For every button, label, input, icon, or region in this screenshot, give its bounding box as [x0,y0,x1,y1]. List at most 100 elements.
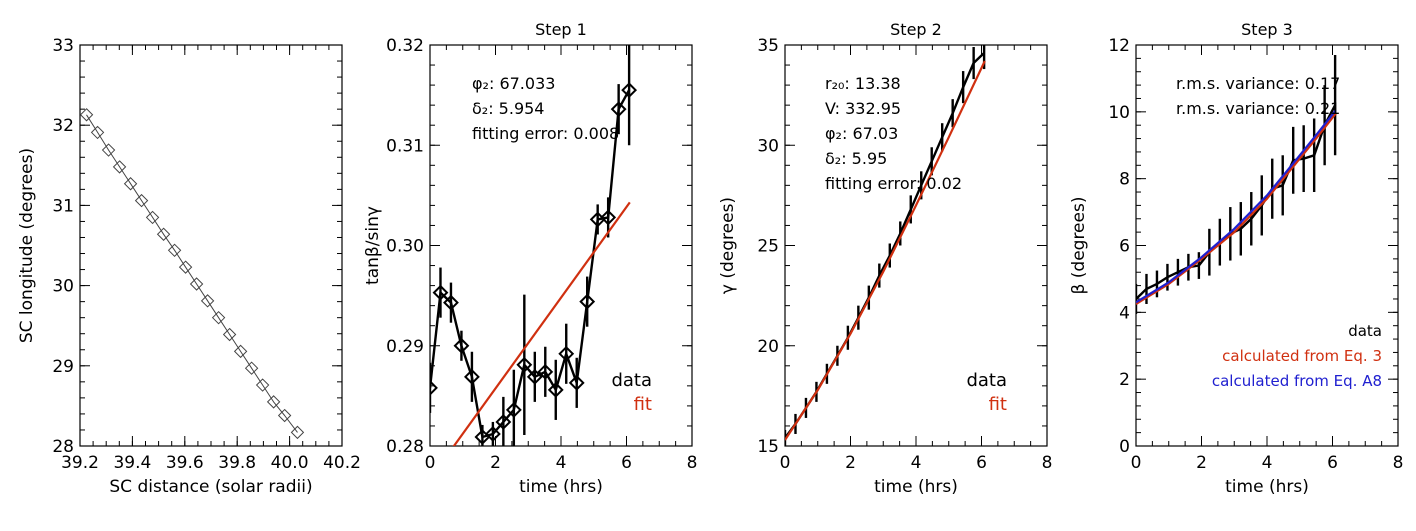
data-point [579,293,596,310]
panel-p3: 0 2 4 6 8 15 20 25 30 35 Step 2 time (hrs) γ (degree… [718,20,1052,497]
series-line-calculated-from-eq-3 [1136,112,1337,305]
variance-annotation: r.m.s. variance: 0.21 [1176,99,1340,118]
data-point [568,374,585,391]
data-layer [1136,55,1337,315]
x-tick-label: 4 [1262,453,1273,473]
y-tick-label: 0.31 [386,136,424,156]
data-point [112,160,127,174]
x-tick-label: 39.6 [166,453,204,473]
annotation-text: V: 332.95 [825,99,901,118]
y-tick-label: 35 [757,36,779,56]
x-tick-label: 8 [687,453,698,473]
y-tick-label: 6 [1119,237,1130,257]
data-point [134,193,149,208]
x-axis-label: time (hrs) [1225,477,1309,497]
y-tick-label: 0.28 [386,437,424,457]
legend-label-data: data [966,370,1007,391]
data-point [233,344,248,359]
data-point [101,143,116,157]
x-tick-label: 4 [911,453,922,473]
data-point [547,381,564,398]
y-tick-label: 28 [52,437,74,457]
series-line-fit [452,201,631,446]
x-axis-label: time (hrs) [874,477,958,497]
data-point [290,425,305,440]
y-tick-label: 12 [1108,36,1130,56]
series-line-spacecraft [86,114,298,433]
y-tick-label: 32 [52,116,74,136]
annotation-text: φ₂: 67.033 [472,74,555,93]
x-tick-label: 2 [490,453,501,473]
x-axis-label: time (hrs) [519,477,603,497]
x-tick-label: 39.2 [61,453,99,473]
x-tick-label: 4 [556,453,567,473]
y-tick-label: 0.32 [386,36,424,56]
legend-label: data [1348,322,1382,340]
x-tick-label: 6 [1327,453,1338,473]
data-point [123,177,138,191]
y-tick-label: 2 [1119,370,1130,390]
chart-title: Step 1 [535,20,587,39]
x-tick-label: 8 [1393,453,1404,473]
x-tick-label: 6 [976,453,987,473]
x-tick-label: 0 [1131,453,1142,473]
x-tick-label: 40.2 [323,453,361,473]
panel-p4: 0 2 4 6 8 0 2 4 6 8 10 12 Step 3 time (hrs) β (degrees… [1069,20,1403,497]
plot-frame [79,44,343,447]
y-tick-label: 20 [757,337,779,357]
annotation-text: fitting error: 0.008 [472,124,619,143]
x-tick-label: 0 [425,453,436,473]
data-point [453,337,470,354]
annotation-text: δ₂: 5.954 [472,99,544,118]
y-axis-label: SC longitude (degrees) [17,148,37,343]
x-tick-label: 6 [621,453,632,473]
data-point [495,414,512,430]
plot-frame [429,44,693,447]
panel-p2: 0 2 4 6 8 0.28 0.29 0.30 0.31 0.32 Step 1 time (hrs… [363,20,697,497]
data-layer [80,108,305,440]
y-tick-label: 0.30 [386,237,424,257]
variance-annotation: r.m.s. variance: 0.17 [1176,74,1340,93]
data-point [222,327,237,342]
legend-label-data: data [611,370,652,391]
data-point [156,227,171,241]
y-tick-label: 25 [757,237,779,257]
x-tick-label: 2 [845,453,856,473]
data-layer [785,45,986,446]
legend-label-fit: fit [989,394,1007,415]
x-tick-label: 0 [780,453,791,473]
x-tick-label: 39.8 [218,453,256,473]
data-layer [430,45,638,446]
data-point [255,378,270,392]
panel-p1: 39.2 39.4 39.6 39.8 40.0 40.2 28 29 30 31 32 33 SC d… [17,36,361,497]
annotation-text: φ₂: 67.03 [825,124,898,143]
data-point [537,363,554,380]
data-point [516,356,533,373]
data-point [80,108,94,122]
data-point [430,379,438,396]
legend-label: calculated from Eq. 3 [1222,347,1382,365]
legend-label-fit: fit [634,394,652,415]
x-tick-label: 40.0 [271,453,309,473]
data-point [266,395,281,409]
legend-label: calculated from Eq. A8 [1212,372,1382,390]
y-axis-label: γ (degrees) [718,197,738,294]
data-point [189,277,204,291]
y-tick-label: 30 [757,136,779,156]
data-point [145,210,160,225]
data-point [505,401,522,418]
y-tick-label: 4 [1119,303,1130,323]
series-line-calculated-from-eq-a8 [1136,109,1337,304]
data-point [558,345,575,362]
y-axis-label: tanβ/sinγ [363,206,383,285]
y-tick-label: 30 [52,277,74,297]
chart-title: Step 3 [1241,20,1293,39]
y-tick-label: 29 [52,357,74,377]
y-tick-label: 31 [52,196,74,216]
annotation-text: δ₂: 5.95 [825,149,887,168]
y-tick-label: 33 [52,36,74,56]
plot-frame [784,44,1048,447]
data-point [90,125,105,140]
series-line-data [1136,104,1337,300]
